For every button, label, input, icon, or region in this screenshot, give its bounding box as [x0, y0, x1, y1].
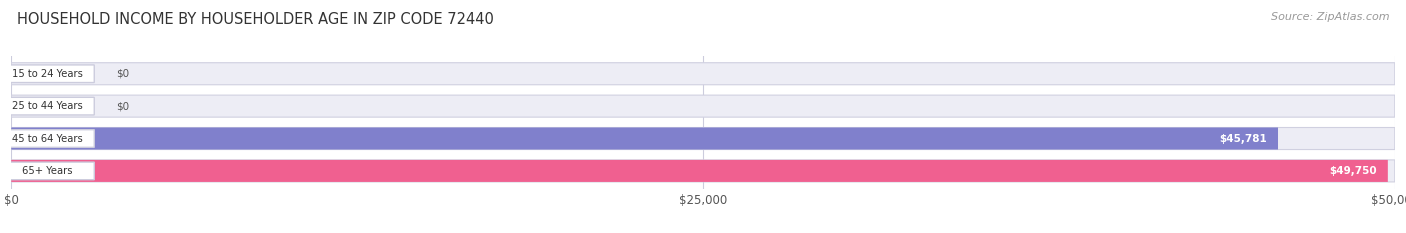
FancyBboxPatch shape	[6, 162, 94, 180]
FancyBboxPatch shape	[11, 160, 1388, 182]
FancyBboxPatch shape	[11, 160, 1395, 182]
FancyBboxPatch shape	[6, 97, 94, 115]
Text: $45,781: $45,781	[1219, 134, 1267, 144]
FancyBboxPatch shape	[11, 95, 1395, 117]
Text: $0: $0	[117, 69, 129, 79]
Text: HOUSEHOLD INCOME BY HOUSEHOLDER AGE IN ZIP CODE 72440: HOUSEHOLD INCOME BY HOUSEHOLDER AGE IN Z…	[17, 12, 494, 27]
FancyBboxPatch shape	[11, 63, 1395, 85]
Text: Source: ZipAtlas.com: Source: ZipAtlas.com	[1271, 12, 1389, 22]
Text: $49,750: $49,750	[1329, 166, 1376, 176]
Text: 65+ Years: 65+ Years	[22, 166, 73, 176]
Text: 25 to 44 Years: 25 to 44 Years	[13, 101, 83, 111]
Text: $0: $0	[117, 101, 129, 111]
FancyBboxPatch shape	[11, 127, 1395, 150]
Text: 45 to 64 Years: 45 to 64 Years	[13, 134, 83, 144]
Text: 15 to 24 Years: 15 to 24 Years	[11, 69, 83, 79]
FancyBboxPatch shape	[6, 130, 94, 147]
FancyBboxPatch shape	[6, 65, 94, 82]
FancyBboxPatch shape	[11, 127, 1278, 150]
